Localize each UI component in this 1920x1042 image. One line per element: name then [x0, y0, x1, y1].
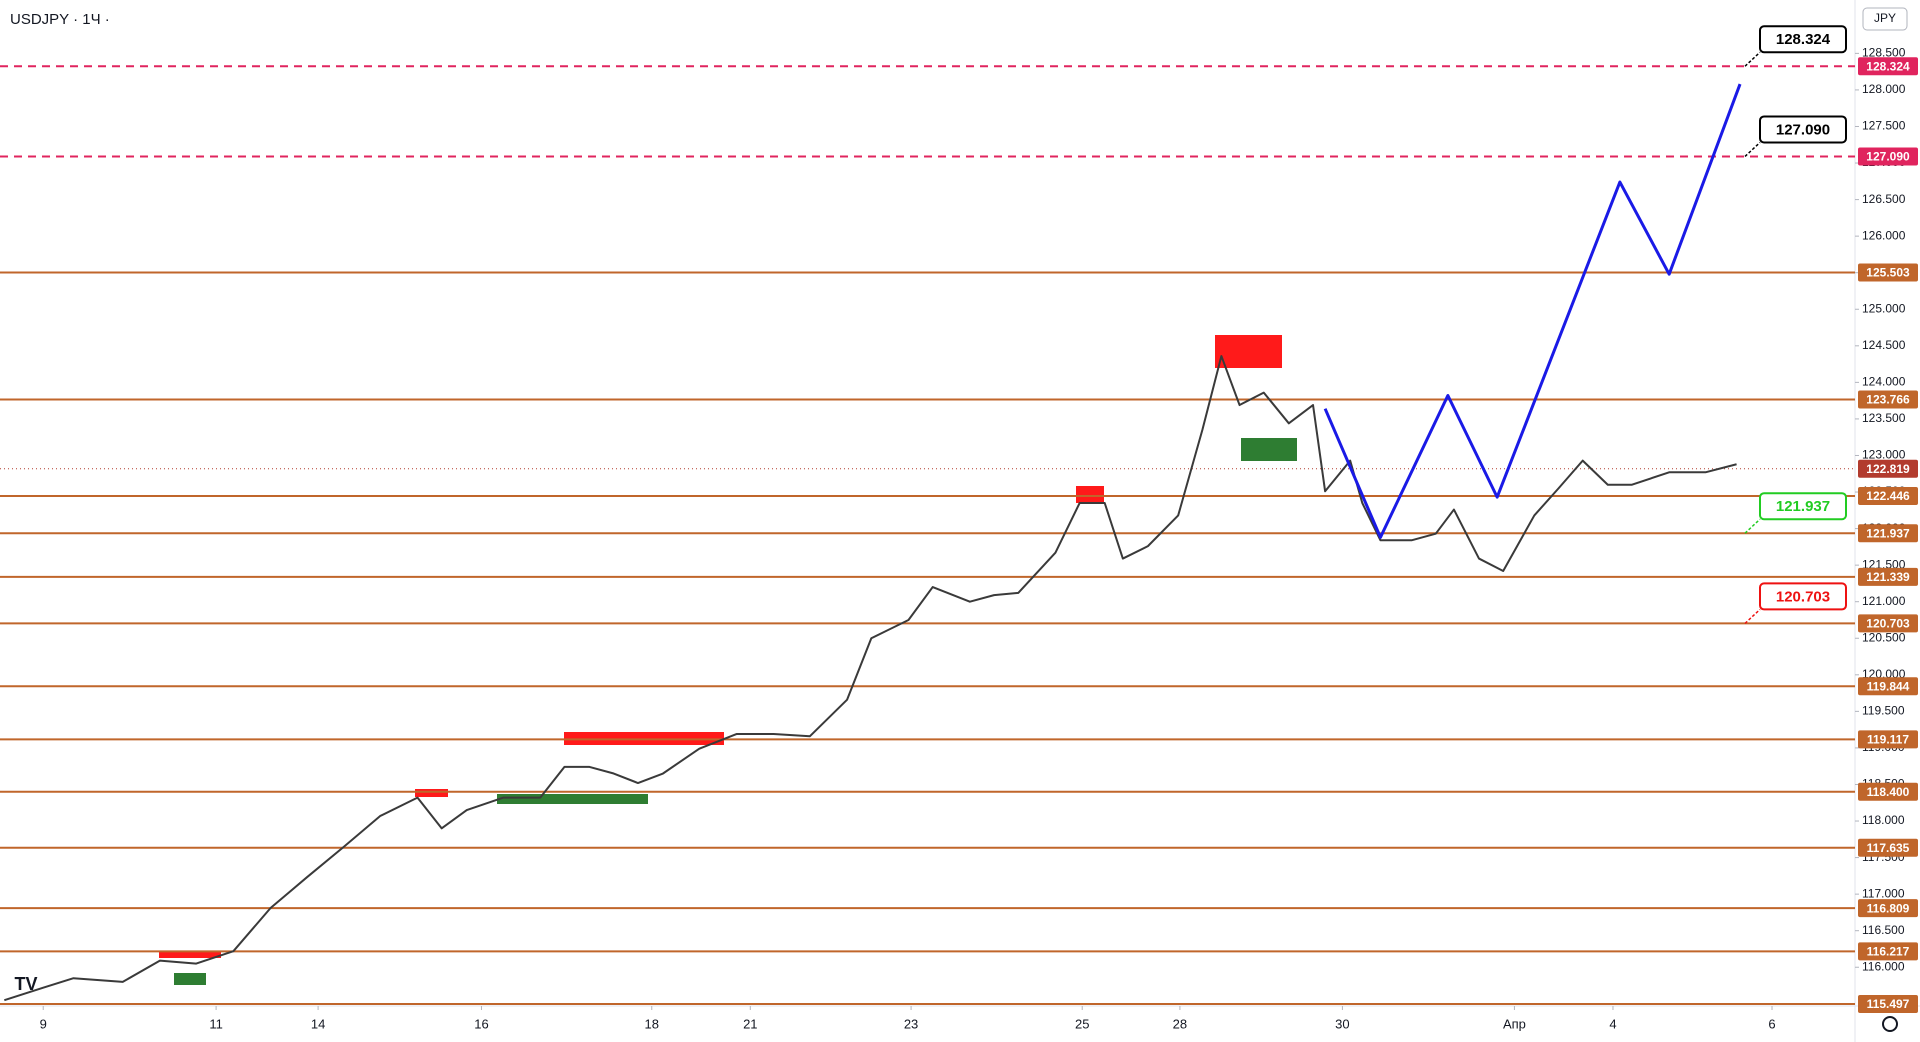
level-box [1858, 614, 1918, 633]
level-box [1858, 677, 1918, 696]
supply-zone [1215, 335, 1282, 368]
supply-zone [415, 789, 448, 797]
level-label: 119.844 [1867, 679, 1910, 693]
level-label: 121.937 [1866, 526, 1910, 540]
x-tick-label: 16 [474, 1016, 488, 1031]
target-label: 128.324 [1866, 59, 1910, 73]
y-tick-label: 128.500 [1862, 46, 1906, 60]
x-tick-label: 11 [209, 1016, 223, 1031]
level-label: 121.339 [1866, 570, 1910, 584]
level-label: 119.117 [1867, 733, 1909, 747]
level-box [1858, 782, 1918, 801]
level-label: 122.446 [1866, 489, 1910, 503]
level-box [1858, 838, 1918, 857]
level-box [1858, 942, 1918, 961]
y-tick-label: 123.000 [1862, 448, 1906, 462]
level-box [1858, 995, 1918, 1014]
callout-leader [1744, 51, 1761, 67]
y-tick-label: 126.500 [1862, 192, 1906, 206]
y-tick-label: 120.500 [1862, 630, 1906, 644]
callout-box [1759, 582, 1847, 611]
x-tick-label: 14 [311, 1016, 325, 1031]
y-tick-label: 124.500 [1862, 338, 1906, 352]
y-tick-label: 126.000 [1862, 228, 1906, 242]
level-box [1858, 524, 1918, 543]
symbol-title: USDJPY · 1Ч · [10, 11, 110, 28]
x-tick-label: 18 [645, 1016, 659, 1031]
callout-label: 121.937 [1776, 498, 1830, 515]
forecast-path [1323, 83, 1742, 539]
y-tick-label: 116.500 [1862, 923, 1905, 937]
x-tick-label: 30 [1335, 1016, 1349, 1031]
currency-badge[interactable] [1862, 7, 1908, 31]
target-box [1858, 57, 1918, 76]
callout-leader [1744, 141, 1761, 158]
y-tick-label: 121.500 [1862, 557, 1906, 571]
y-tick-label: 124.000 [1862, 375, 1906, 389]
callout-leader [1744, 518, 1761, 534]
callout-leader [1744, 608, 1761, 624]
y-tick-label: 127.500 [1862, 119, 1906, 133]
level-label: 116.217 [1867, 945, 1910, 959]
x-tick-label: 4 [1609, 1016, 1616, 1031]
level-label: 115.497 [1867, 997, 1910, 1011]
level-box [1858, 486, 1918, 505]
callout-box [1759, 492, 1847, 521]
y-tick-label: 121.000 [1862, 594, 1906, 608]
y-tick-label: 125.000 [1862, 301, 1906, 315]
level-box [1858, 390, 1918, 409]
level-label: 123.766 [1866, 393, 1910, 407]
y-tick-label: 118.000 [1862, 813, 1905, 827]
y-tick-label: 119.500 [1862, 704, 1905, 718]
level-box [1858, 263, 1918, 282]
level-label: 125.503 [1866, 266, 1910, 280]
x-tick-label: 21 [743, 1016, 757, 1031]
x-tick-label: 25 [1075, 1016, 1089, 1031]
demand-zone [1241, 438, 1297, 461]
x-tick-label: 28 [1173, 1016, 1187, 1031]
callout-box [1759, 115, 1847, 144]
price-line [4, 355, 1737, 1002]
level-box [1858, 899, 1918, 918]
logo: TV [14, 974, 37, 994]
x-tick-label: 9 [40, 1016, 47, 1031]
level-label: 116.809 [1867, 901, 1910, 915]
current-price-box [1858, 459, 1918, 478]
demand-zone [497, 794, 648, 804]
demand-zone [174, 973, 206, 985]
x-tick-label: 6 [1768, 1016, 1775, 1031]
level-box [1858, 567, 1918, 586]
callout-label: 128.324 [1776, 31, 1831, 48]
y-tick-label: 123.500 [1862, 411, 1906, 425]
callout-box [1759, 25, 1847, 54]
x-tick-label: Апр [1503, 1016, 1526, 1031]
callout-label: 120.703 [1776, 588, 1830, 605]
supply-zone [1076, 486, 1104, 503]
y-tick-label: 116.000 [1862, 959, 1905, 973]
y-tick-label: 117.000 [1862, 886, 1905, 900]
target-label: 127.090 [1866, 150, 1910, 164]
level-label: 118.400 [1867, 785, 1910, 799]
level-box [1858, 730, 1918, 749]
x-tick-label: 23 [904, 1016, 918, 1031]
currency-label[interactable]: JPY [1874, 11, 1896, 25]
settings-icon[interactable] [1882, 1016, 1898, 1032]
target-box [1858, 147, 1918, 166]
current-price-label: 122.819 [1866, 462, 1910, 476]
level-label: 117.635 [1867, 841, 1910, 855]
supply-zone [159, 952, 221, 958]
zones [159, 335, 1297, 985]
y-tick-label: 128.000 [1862, 82, 1906, 96]
level-label: 120.703 [1866, 617, 1910, 631]
callout-label: 127.090 [1776, 121, 1830, 138]
